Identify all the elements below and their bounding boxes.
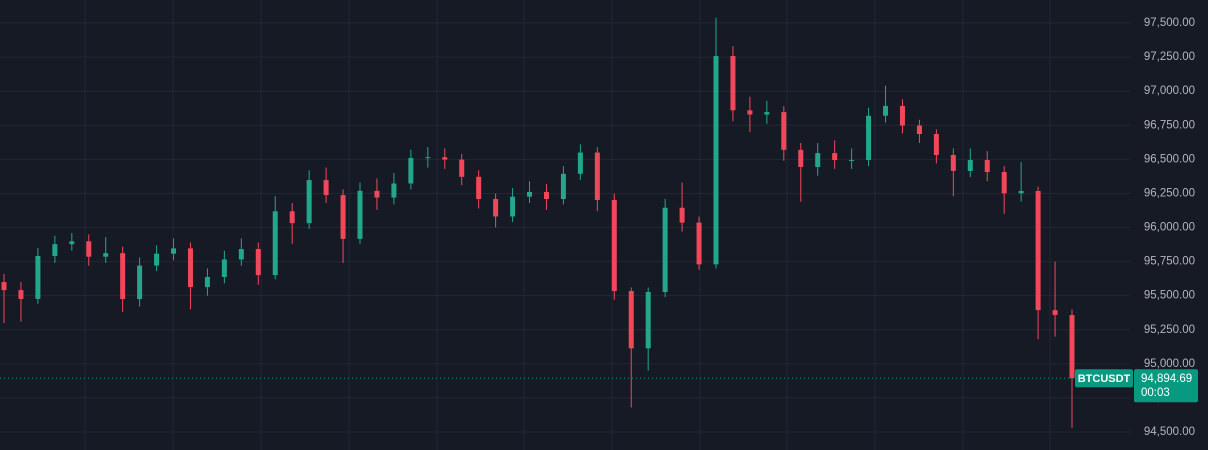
y-tick-label: 95,750.00 (1144, 256, 1195, 268)
candle-body (696, 222, 702, 265)
candle-body (238, 249, 244, 260)
candle-body (69, 241, 75, 245)
candle-body (204, 277, 210, 288)
candle-body (442, 157, 448, 160)
candle-body (340, 195, 346, 239)
countdown-label: 00:03 (1141, 387, 1170, 399)
candle-body (289, 211, 295, 224)
candle-body (764, 112, 770, 115)
candle-body (577, 152, 583, 174)
candle-body (357, 190, 363, 239)
candle-body (1018, 190, 1024, 194)
candle-body (52, 244, 58, 257)
candle-body (510, 196, 516, 217)
candle-body (815, 153, 821, 167)
y-tick-label: 94,500.00 (1144, 426, 1195, 438)
y-tick-label: 96,750.00 (1144, 119, 1195, 131)
candle-body (408, 157, 414, 184)
candle-body (730, 56, 736, 111)
y-tick-label: 97,000.00 (1144, 85, 1195, 97)
candle-body (86, 241, 92, 257)
symbol-tag (1075, 369, 1133, 388)
candle-body (306, 180, 312, 224)
candle-body (221, 259, 227, 278)
candle-body (883, 105, 889, 116)
y-tick-label: 96,000.00 (1144, 222, 1195, 234)
candle-body (137, 265, 143, 300)
candle-body (374, 190, 380, 198)
candle-body (713, 56, 719, 265)
candle-body (933, 134, 939, 155)
candle-body (1, 282, 7, 291)
y-tick-label: 96,500.00 (1144, 153, 1195, 165)
candle-body (323, 180, 329, 196)
candle-body (899, 105, 905, 126)
candle-body (493, 199, 499, 217)
candle-body (272, 211, 278, 276)
candle-body (916, 125, 922, 135)
candle-body (781, 112, 787, 150)
candle-body (171, 248, 177, 254)
candle-body (425, 157, 431, 159)
candle-body (1035, 190, 1041, 311)
candle-body (18, 290, 24, 299)
candle-body (645, 292, 651, 349)
y-tick-label: 97,250.00 (1144, 51, 1195, 63)
symbol-label: BTCUSDT (1078, 373, 1131, 385)
candle-body (120, 253, 126, 300)
candle-body (543, 191, 549, 200)
candle-body (476, 176, 482, 200)
candle-body (679, 207, 685, 223)
y-tick-label: 95,250.00 (1144, 324, 1195, 336)
candle-body (967, 160, 973, 171)
candle-body (662, 207, 668, 293)
y-tick-label: 95,000.00 (1144, 358, 1195, 370)
candle-body (154, 253, 160, 266)
candle-body (527, 191, 533, 197)
candle-body (187, 248, 193, 288)
candle-body (747, 110, 753, 115)
candle-body (1001, 172, 1007, 194)
price-label: 94,894.69 (1141, 373, 1192, 385)
candle-body (35, 256, 41, 299)
candle-body (984, 160, 990, 173)
candle-body (391, 183, 397, 198)
candle-body (594, 152, 600, 200)
y-tick-label: 97,500.00 (1144, 17, 1195, 29)
candle-body (255, 249, 261, 276)
candle-body (611, 199, 617, 292)
candle-body (560, 173, 566, 200)
candle-body (103, 253, 109, 257)
candle-body (950, 154, 956, 171)
price-tag (1134, 369, 1198, 403)
candle-body (1069, 315, 1075, 379)
candle-body (866, 115, 872, 161)
y-tick-label: 95,500.00 (1144, 290, 1195, 302)
time-grid (84, 0, 1051, 450)
candle-body (832, 153, 838, 161)
y-tick-label: 96,250.00 (1144, 187, 1195, 199)
candle-body (628, 291, 634, 349)
candle-body (798, 149, 804, 167)
candle-body (459, 159, 465, 177)
candle-body (1052, 310, 1058, 316)
candle-body (849, 160, 855, 162)
